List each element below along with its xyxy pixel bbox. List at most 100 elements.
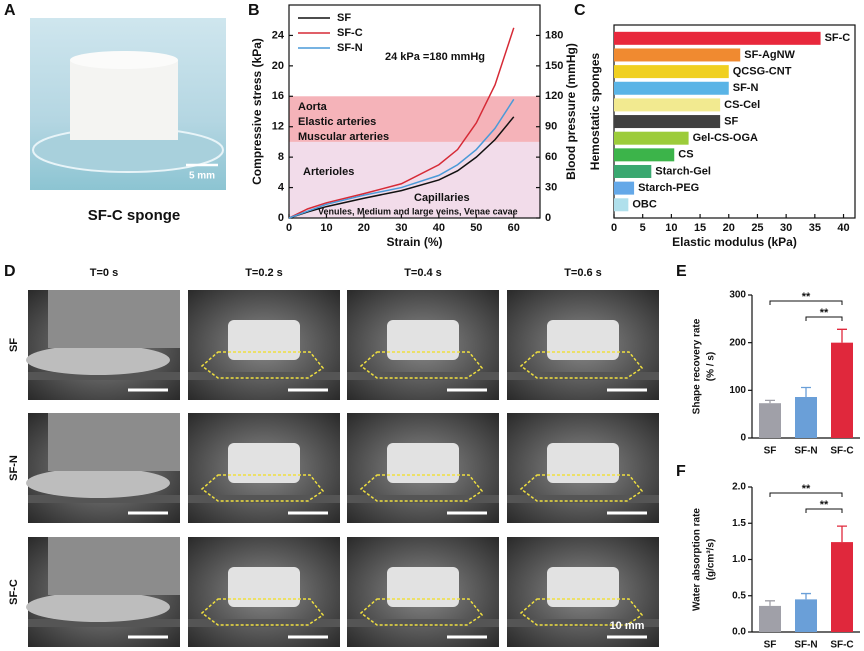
bar	[795, 397, 817, 438]
y-tick-label: 16	[272, 90, 284, 102]
plot-frame	[288, 4, 541, 219]
y-tick-label: 0.5	[732, 590, 746, 601]
bar	[831, 542, 853, 632]
x-tick-label: SF	[764, 446, 777, 457]
x-tick-label: 35	[809, 222, 821, 234]
sponge	[228, 443, 300, 483]
series-line	[288, 27, 515, 219]
annotation: Arterioles	[303, 166, 354, 178]
x-tick-label: SF-C	[830, 446, 853, 457]
significance-bracket	[769, 492, 843, 497]
panel-letter: F	[676, 463, 686, 480]
significance-bracket	[805, 316, 843, 321]
annotation: Venules, Medium and large veins, Venae c…	[318, 206, 518, 216]
x-tick-label: 30	[395, 222, 407, 234]
bar-label: SF-AgNW	[744, 49, 795, 61]
x-tick-label: 50	[470, 222, 482, 234]
legend-label: SF-C	[337, 27, 363, 39]
plunger	[48, 537, 180, 595]
y-axis-label: Hemostatic sponges	[588, 52, 602, 170]
y-tick-label: 0	[740, 433, 746, 444]
x-tick-label: 60	[508, 222, 520, 234]
bar-label: SF-C	[825, 32, 851, 44]
y-tick-label: 200	[729, 337, 746, 348]
outline	[359, 598, 484, 626]
row-label: SF	[8, 338, 20, 352]
row-label: SF-N	[8, 455, 20, 481]
y-tick-label: 24	[272, 29, 285, 41]
bar-label: Gel-CS-OGA	[693, 132, 758, 144]
legend-label: SF	[337, 12, 351, 24]
series-line	[288, 98, 515, 219]
outline	[519, 351, 644, 379]
x-tick-label: 10	[320, 222, 332, 234]
x-axis-label: Elastic modulus (kPa)	[672, 235, 797, 249]
significance-label: **	[802, 291, 811, 303]
bar-label: CS	[678, 149, 693, 161]
plunger	[48, 290, 180, 348]
error-bar	[837, 525, 847, 543]
bar	[831, 342, 853, 438]
bar	[759, 605, 781, 632]
bar-label: QCSG-CNT	[733, 66, 792, 78]
x-tick-label: SF	[764, 640, 777, 651]
base-plate	[188, 619, 340, 627]
outline	[519, 598, 644, 626]
outline	[519, 474, 644, 502]
sponge	[228, 567, 300, 607]
x-tick-label: 15	[694, 222, 706, 234]
compressed-sponge	[26, 345, 170, 375]
x-tick-label: 30	[780, 222, 792, 234]
base-plate	[188, 495, 340, 503]
error-bar	[801, 386, 811, 398]
bar	[614, 164, 652, 178]
bar	[614, 148, 675, 162]
x-tick-label: 40	[837, 222, 849, 234]
y-tick-label: 8	[278, 151, 284, 163]
base-plate	[188, 372, 340, 380]
error-bar	[837, 328, 847, 343]
outline	[200, 351, 325, 379]
y-axis-label: (g/cm³/s)	[706, 539, 717, 581]
annotation: Capillaries	[414, 192, 470, 204]
x-tick-label: SF-N	[794, 640, 817, 651]
error-bar	[765, 399, 775, 404]
y-tick-label: 2.0	[732, 482, 746, 493]
x-tick-label: 25	[751, 222, 763, 234]
y-tick-label: 1.0	[732, 554, 746, 565]
bar-label: OBC	[632, 199, 657, 211]
y2-tick-label: 30	[545, 181, 557, 193]
photo-caption: SF-C sponge	[88, 207, 181, 224]
x-tick-label: 40	[433, 222, 445, 234]
x-tick-label: SF-N	[794, 446, 817, 457]
bar-label: SF-N	[733, 82, 759, 94]
x-tick-label: 5	[640, 222, 646, 234]
x-tick-label: 10	[665, 222, 677, 234]
panel-letter: D	[4, 263, 16, 280]
y-axis-label: Water absorption rate	[692, 508, 703, 611]
base-plate	[28, 495, 180, 503]
pressure-band	[289, 96, 540, 142]
bar	[795, 599, 817, 632]
bar	[614, 81, 729, 95]
outline	[359, 474, 484, 502]
significance-bracket	[769, 300, 843, 305]
compressed-sponge	[26, 592, 170, 622]
significance-label: **	[820, 499, 829, 511]
x-tick-label: SF-C	[830, 640, 853, 651]
outline	[359, 351, 484, 379]
x-tick-label: 0	[611, 222, 617, 234]
y-tick-label: 0.0	[732, 627, 746, 638]
significance-label: **	[820, 307, 829, 319]
base-plate	[507, 619, 659, 627]
y-tick-label: 100	[729, 385, 746, 396]
bar	[614, 31, 821, 45]
y2-tick-label: 180	[545, 29, 563, 41]
column-header: T=0.4 s	[404, 267, 442, 279]
y2-tick-label: 90	[545, 121, 557, 133]
annotation: Aorta	[298, 101, 328, 113]
y-axis-label: (% / s)	[706, 352, 717, 381]
base-plate	[507, 372, 659, 380]
plunger	[48, 413, 180, 471]
